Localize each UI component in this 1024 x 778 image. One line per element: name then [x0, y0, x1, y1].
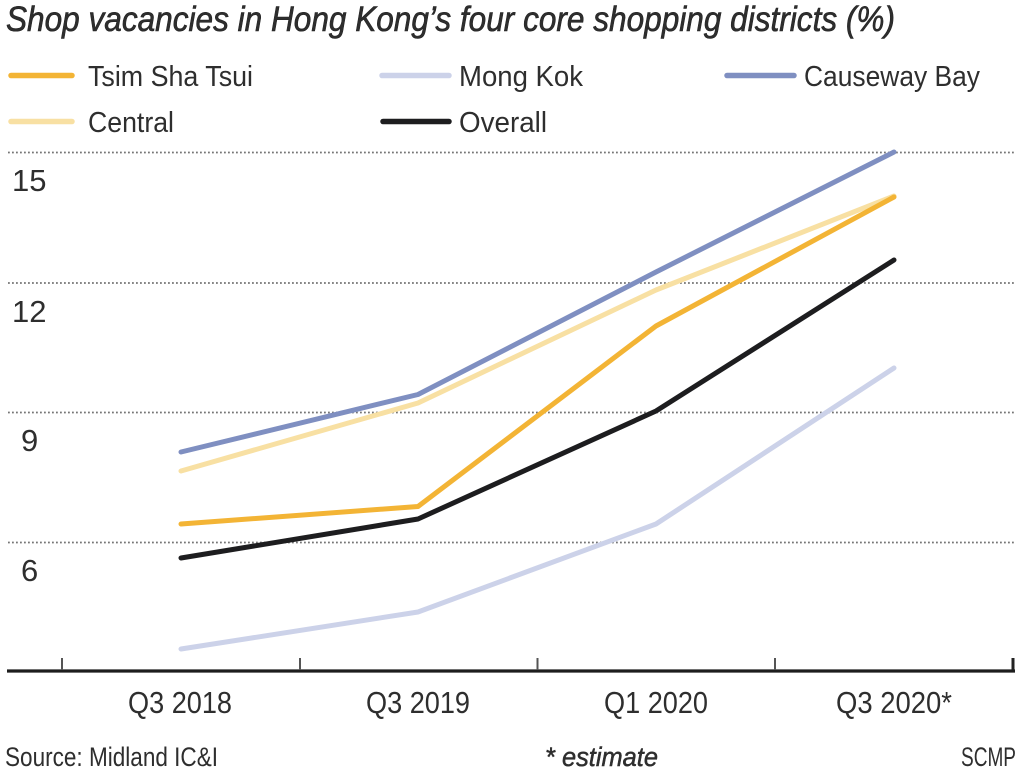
svg-text:Central: Central [88, 107, 174, 139]
svg-text:SCMP: SCMP [961, 742, 1016, 772]
svg-text:6: 6 [21, 553, 38, 588]
svg-text:Shop vacancies in Hong Kong’s: Shop vacancies in Hong Kong’s four core … [6, 0, 895, 39]
svg-text:Causeway Bay: Causeway Bay [804, 61, 980, 93]
svg-text:Q1 2020: Q1 2020 [604, 685, 708, 720]
svg-text:Q3 2020*: Q3 2020* [836, 685, 952, 720]
svg-text:Source: Midland IC&I: Source: Midland IC&I [5, 742, 218, 772]
svg-text:Q3 2019: Q3 2019 [366, 685, 470, 720]
svg-text:12: 12 [12, 294, 46, 329]
svg-text:9: 9 [21, 423, 38, 458]
svg-text:* estimate: * estimate [545, 742, 658, 772]
svg-text:Tsim Sha Tsui: Tsim Sha Tsui [88, 61, 253, 93]
svg-text:15: 15 [12, 163, 46, 198]
svg-text:Overall: Overall [459, 107, 547, 139]
svg-text:Mong Kok: Mong Kok [459, 61, 583, 93]
svg-text:Q3 2018: Q3 2018 [128, 685, 232, 720]
